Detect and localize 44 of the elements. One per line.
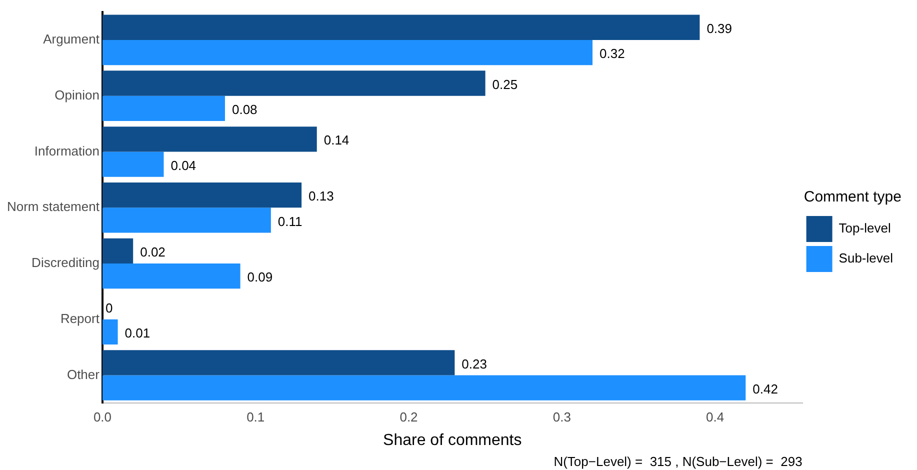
bar [102,238,134,264]
y-tick-label: Norm statement [6,199,100,214]
bar [102,126,317,152]
data-label: 0.08 [232,102,258,117]
x-tick-label: 0.4 [706,410,724,425]
x-tick-label: 0.2 [400,410,418,425]
legend-label: Sub-level [838,250,894,266]
data-label: 0.14 [324,132,350,148]
data-label: 0.01 [124,326,150,341]
y-tick-label: Argument [43,32,100,47]
data-label: 0.23 [462,356,487,372]
legend-label: Top-level [838,220,891,236]
data-label: 0.09 [247,270,273,285]
bar [102,350,455,376]
x-tick-label: 0.1 [246,410,265,425]
data-label: 0.39 [706,20,732,36]
y-tick-label: Opinion [54,87,100,102]
data-label: 0.13 [308,188,334,204]
bar [102,182,302,208]
data-label: 0.04 [170,158,196,173]
bar [102,375,746,400]
text: N(Top−Level) = 315 , N(Sub−Level) = 293 [554,454,802,470]
data-label: 0.11 [278,214,302,229]
data-label: 0.02 [140,244,166,260]
legend-title: Comment type [804,188,902,206]
x-tick-label: 0.3 [552,410,571,425]
bar [102,14,700,40]
bar [102,263,240,289]
data-label: 0 [105,300,113,316]
bar [102,208,271,233]
data-label: 0.25 [492,76,518,92]
bar [102,96,225,121]
bar [102,70,486,96]
y-tick-label: Report [60,310,100,326]
y-tick-label: Discrediting [32,255,100,270]
y-tick-label: Other [66,366,100,382]
bar [102,319,118,345]
y-tick-label: Information [34,143,100,158]
x-axis-title: Share of comments [383,432,522,449]
bar [102,152,164,177]
x-tick-label: 0.0 [93,410,112,425]
data-label: 0.42 [752,381,778,396]
data-label: 0.32 [600,46,625,62]
bar [102,40,593,66]
